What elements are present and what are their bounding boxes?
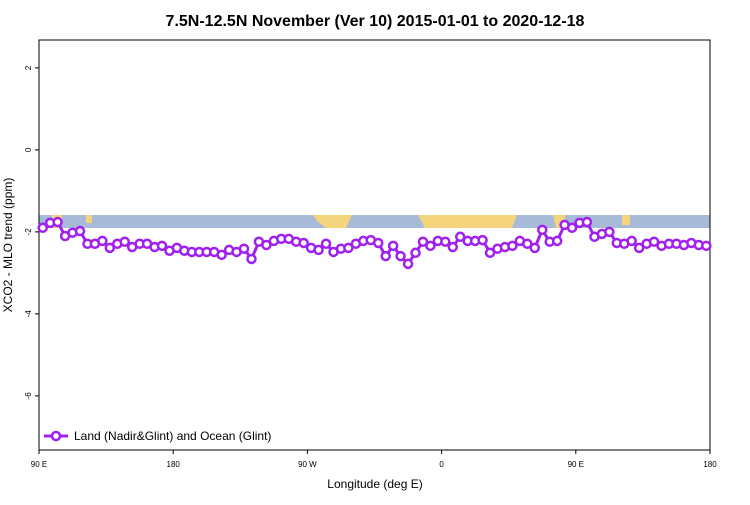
x-axis-label: Longitude (deg E) — [327, 477, 422, 491]
data-point — [119, 236, 130, 247]
data-point — [529, 242, 541, 254]
data-point — [454, 231, 466, 243]
data-point — [701, 240, 712, 252]
legend-label: Land (Nadir&Glint) and Ocean (Glint) — [74, 429, 271, 443]
data-point — [410, 247, 421, 259]
y-tick-label: -4 — [24, 310, 33, 318]
data-point — [484, 247, 496, 259]
data-point — [298, 237, 309, 249]
data-point — [440, 236, 451, 247]
data-point — [507, 240, 518, 252]
map-strip — [39, 215, 710, 228]
data-point — [566, 222, 578, 234]
data-point — [156, 240, 168, 252]
data-point — [37, 222, 48, 234]
x-tick-label: 180 — [703, 460, 717, 469]
data-point — [648, 236, 660, 247]
data-point — [74, 225, 86, 237]
data-point — [216, 249, 227, 261]
data-point — [522, 238, 533, 250]
y-tick-label: 2 — [24, 65, 33, 70]
chart-title: 7.5N-12.5N November (Ver 10) 2015-01-01 … — [166, 13, 585, 30]
y-tick-label: 0 — [24, 147, 33, 152]
data-point — [537, 224, 548, 236]
data-point — [372, 237, 384, 249]
data-point — [551, 235, 563, 247]
data-point — [97, 235, 108, 247]
x-tick-label: 90 W — [298, 460, 317, 469]
data-point — [238, 243, 250, 254]
data-point — [52, 216, 63, 228]
data-point — [246, 253, 257, 265]
x-tick-label: 180 — [167, 460, 181, 469]
data-point — [477, 234, 488, 246]
data-point — [104, 242, 116, 254]
data-point — [425, 240, 436, 252]
data-point — [633, 242, 645, 254]
data-point — [447, 241, 459, 253]
data-point — [387, 240, 399, 252]
data-point — [313, 244, 324, 256]
data-point — [417, 236, 429, 247]
x-tick-label: 0 — [439, 460, 444, 469]
y-tick-label: -2 — [24, 228, 33, 236]
data-point — [395, 250, 406, 262]
legend-marker — [50, 430, 62, 442]
y-axis-label: XCO2 - MLO trend (ppm) — [1, 178, 15, 313]
data-point — [261, 239, 272, 251]
data-point — [402, 258, 414, 270]
x-tick-label: 90 E — [31, 460, 47, 469]
y-tick-label: -6 — [24, 392, 33, 400]
data-point — [380, 250, 391, 262]
data-point — [626, 235, 637, 247]
data-point — [320, 238, 332, 250]
x-tick-label: 90 E — [568, 460, 584, 469]
data-point — [604, 226, 615, 238]
data-point — [343, 242, 354, 254]
data-point — [581, 216, 593, 228]
